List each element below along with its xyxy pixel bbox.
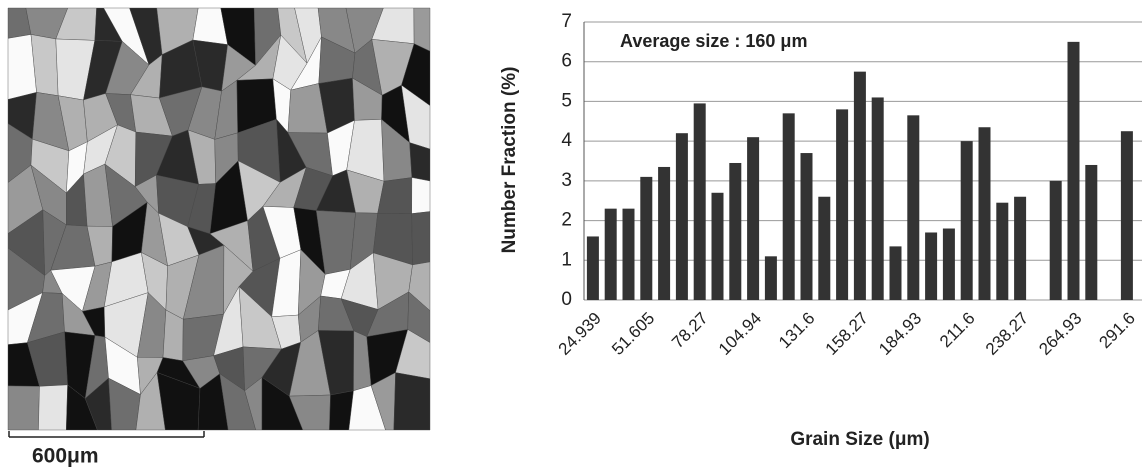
y-tick-label: 7	[561, 11, 572, 32]
x-tick-label: 238.27	[982, 309, 1032, 359]
bar	[640, 176, 653, 300]
grain	[162, 309, 184, 362]
bar	[960, 141, 973, 300]
bar	[996, 202, 1009, 300]
bar	[747, 137, 760, 300]
x-tick-label: 158.27	[822, 309, 872, 359]
bar	[818, 196, 831, 300]
bar	[1120, 131, 1133, 300]
x-tick-label: 291.6	[1095, 309, 1139, 353]
bar	[853, 71, 866, 301]
y-tick-label: 5	[561, 90, 572, 111]
bar	[907, 115, 920, 300]
x-tick-label: 211.6	[936, 309, 979, 352]
y-tick-label: 2	[561, 210, 572, 231]
x-axis-label: Grain Size (μm)	[790, 429, 929, 450]
bar	[1049, 180, 1062, 300]
bar	[1085, 164, 1098, 300]
y-tick-label: 1	[561, 249, 572, 270]
bar	[604, 208, 617, 300]
bar	[978, 127, 991, 300]
bar	[622, 208, 635, 300]
bar	[729, 162, 742, 300]
x-tick-label: 78.27	[668, 309, 712, 353]
scale-bar-label: 600μm	[32, 445, 99, 468]
bar	[675, 133, 688, 300]
bar	[586, 236, 599, 300]
grain	[7, 385, 40, 431]
grain	[409, 142, 431, 182]
y-tick-label: 6	[561, 51, 572, 72]
grain	[411, 211, 431, 266]
bar	[889, 246, 902, 300]
x-tick-label: 264.93	[1035, 309, 1085, 359]
bar	[782, 113, 795, 300]
x-tick-label: 24.939	[555, 309, 605, 359]
bar	[764, 256, 777, 300]
y-tick-label: 0	[561, 289, 572, 310]
grain	[411, 177, 431, 214]
grain	[393, 372, 431, 431]
bar	[836, 109, 849, 300]
micrograph	[7, 7, 431, 431]
bar	[658, 166, 671, 300]
y-axis-label: Number Fraction (%)	[499, 67, 520, 254]
x-tick-label: 184.93	[875, 309, 925, 359]
x-tick-label: 51.605	[608, 309, 658, 359]
bar	[942, 228, 955, 300]
bar	[711, 192, 724, 300]
y-tick-label: 4	[561, 130, 572, 151]
bar	[925, 232, 938, 300]
bar	[871, 97, 884, 300]
annotation: Average size : 160 μm	[620, 31, 807, 51]
bar	[1014, 196, 1027, 300]
bar	[1067, 41, 1080, 300]
bar	[693, 103, 706, 301]
grain	[38, 384, 68, 431]
x-tick-label: 131.6	[775, 309, 819, 353]
y-tick-label: 3	[561, 170, 572, 191]
x-tick-label: 104.94	[715, 309, 765, 359]
bar	[800, 153, 813, 300]
